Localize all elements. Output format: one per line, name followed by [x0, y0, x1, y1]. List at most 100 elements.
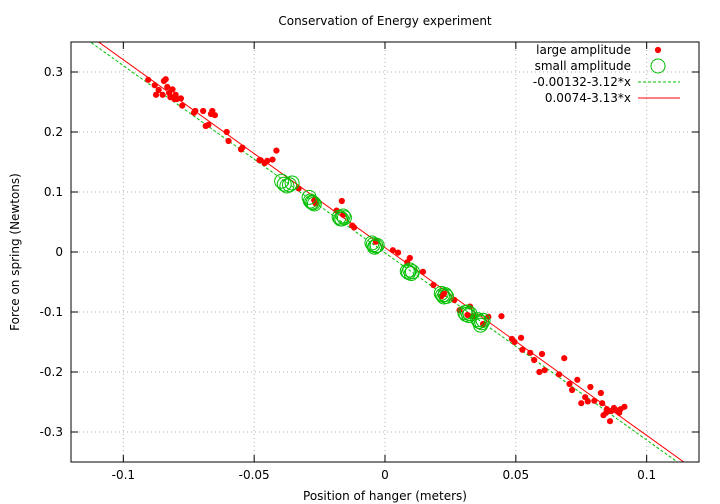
y-tick-label: 0.3	[44, 65, 63, 79]
data-point-large	[531, 356, 538, 364]
data-point-large	[566, 380, 573, 388]
data-point-large	[200, 107, 207, 115]
data-point-small	[474, 315, 490, 331]
data-point-large	[351, 224, 358, 231]
data-point-small	[438, 288, 454, 304]
data-point-large	[211, 112, 219, 119]
data-point-large	[568, 386, 576, 394]
data-point-large	[145, 76, 152, 83]
data-point-large	[179, 102, 186, 109]
chart-title: Conservation of Energy experiment	[278, 14, 492, 28]
data-point-large	[584, 398, 591, 405]
data-point-small	[399, 263, 415, 279]
data-point-small	[336, 210, 352, 226]
x-tick-label: -0.1	[112, 468, 135, 482]
y-tick-label: -0.1	[40, 305, 63, 319]
grid	[71, 42, 699, 462]
data-point-large	[555, 371, 563, 378]
data-point-large	[406, 254, 413, 262]
x-tick-label: 0	[381, 468, 389, 482]
x-tick-label: 0.05	[502, 468, 529, 482]
legend-marker	[654, 46, 662, 54]
data-point-large	[587, 383, 594, 391]
data-point-small	[281, 177, 297, 193]
data-point-small	[462, 306, 478, 322]
data-point-large	[517, 334, 525, 341]
data-point-large	[541, 367, 548, 374]
data-point-small	[475, 312, 491, 328]
data-point-large	[164, 83, 171, 91]
x-tick-label: -0.05	[239, 468, 270, 482]
legend-marker	[650, 58, 666, 74]
data-point-large	[606, 418, 614, 425]
data-point-large	[239, 144, 246, 151]
data-point-small	[274, 173, 290, 189]
data-point-small	[401, 264, 417, 280]
data-point-large	[419, 268, 427, 275]
y-tick-label: 0.2	[44, 125, 63, 139]
data-point-large	[599, 400, 606, 407]
data-point-large	[511, 338, 518, 346]
fit-line	[89, 42, 679, 462]
data-point-large	[464, 311, 471, 319]
data-point-large	[389, 247, 396, 254]
data-point-small	[404, 264, 420, 280]
plot-frame	[70, 41, 700, 463]
y-tick-label: 0	[55, 245, 63, 259]
data-point-large	[561, 355, 568, 362]
data-point-large	[578, 400, 585, 407]
data-point-small	[305, 195, 321, 211]
data-point-large	[273, 147, 280, 154]
data-point-large	[152, 91, 160, 98]
y-tick-label: -0.2	[40, 365, 63, 379]
data-point-large	[597, 389, 604, 397]
data-point-large	[591, 397, 598, 404]
data-point-large	[536, 368, 543, 376]
data-point-small	[306, 196, 322, 212]
x-axis-title: Position of hanger (meters)	[303, 489, 467, 503]
data-point-large	[192, 107, 199, 115]
data-point-large	[205, 121, 212, 128]
axis-ticks: -0.1 -0.05 0 0.05 0.1 0.3 0.2 0.1 0 -0.1 -0.2 -0.3	[40, 42, 699, 482]
data-point-large	[430, 281, 437, 289]
legend-label: 0.0074-3.13*x	[545, 91, 631, 105]
data-point-large	[177, 95, 184, 102]
data-point-small	[365, 237, 381, 253]
data-point-large	[269, 156, 276, 163]
y-tick-label: 0.1	[44, 185, 63, 199]
data-point-small	[284, 175, 300, 191]
legend-label: small amplitude	[535, 59, 631, 73]
data-point-small	[335, 208, 351, 224]
data-point-large	[264, 157, 271, 164]
data-point-large	[574, 376, 581, 383]
data-point-small	[276, 176, 292, 192]
data-point-large	[394, 249, 402, 256]
data-point-small	[367, 239, 383, 255]
data-point-large	[159, 91, 166, 98]
data-point-large	[162, 76, 169, 83]
plot-area	[89, 42, 685, 462]
legend-label: large amplitude	[536, 43, 631, 57]
data-point-small	[403, 266, 419, 282]
x-tick-label: 0.1	[637, 468, 656, 482]
data-point-small	[302, 193, 318, 209]
data-point-small	[369, 237, 385, 253]
data-point-large	[440, 290, 447, 298]
legend: large amplitude small amplitude -0.00132-3…	[533, 43, 680, 105]
data-point-large	[621, 403, 628, 410]
data-point-large	[155, 86, 162, 94]
data-point-large	[538, 350, 546, 358]
data-point-large	[498, 313, 505, 320]
data-point-large	[338, 197, 345, 205]
data-point-small	[437, 287, 453, 303]
y-axis-title: Force on spring (Newtons)	[8, 173, 22, 331]
data-point-small	[334, 211, 350, 227]
data-point-large	[225, 137, 232, 145]
data-point-large	[527, 349, 534, 356]
data-point-small	[473, 317, 489, 333]
data-point-large	[169, 86, 176, 93]
y-tick-label: -0.3	[40, 425, 63, 439]
legend-label: -0.00132-3.12*x	[533, 75, 631, 89]
data-point-large	[223, 128, 230, 136]
